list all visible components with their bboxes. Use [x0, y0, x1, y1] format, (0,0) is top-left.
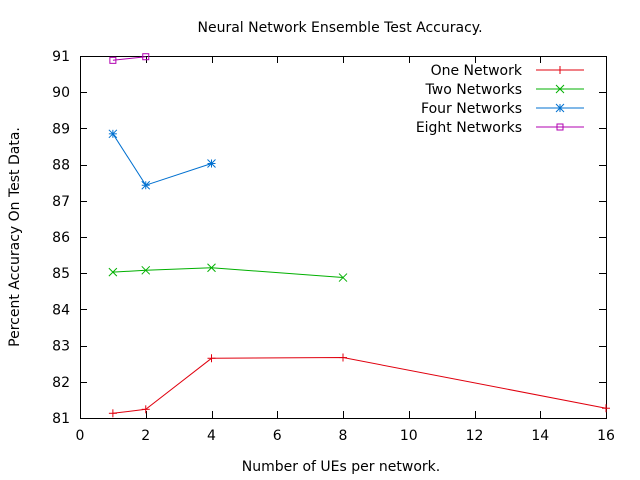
legend-item: Four Networks [421, 101, 584, 117]
legend-item: Eight Networks [416, 120, 584, 136]
data-point [141, 405, 150, 414]
data-point [108, 409, 117, 418]
x-axis-label: Number of UEs per network. [242, 459, 440, 475]
data-point [338, 273, 348, 282]
data-point [141, 180, 151, 190]
x-tick-label: 10 [400, 428, 418, 444]
series-two-networks [108, 263, 348, 282]
data-point [556, 66, 564, 74]
x-tick-label: 8 [339, 428, 348, 444]
x-tick-label: 12 [466, 428, 484, 444]
data-point [108, 129, 118, 139]
series-layer [108, 53, 610, 418]
y-tick-label: 83 [52, 339, 70, 355]
data-point [207, 354, 216, 363]
y-tick-label: 81 [52, 411, 70, 427]
data-point [207, 159, 216, 168]
series-four-networks [108, 129, 216, 190]
axis-ticks: 0 2 4 6 8 10 12 14 16 81 82 83 84 85 86 87 88 89 90 91 [52, 49, 615, 444]
x-tick-label: 6 [273, 428, 282, 444]
plot-frame [80, 56, 607, 419]
legend: One Network Two Networks Four Networks Eigh… [416, 63, 584, 136]
data-point [207, 263, 216, 273]
x-tick-label: 16 [597, 428, 615, 444]
data-point [109, 56, 117, 64]
legend-label: Four Networks [421, 101, 522, 117]
series-line [112, 133, 212, 186]
legend-label: Eight Networks [416, 120, 522, 136]
data-point [339, 353, 347, 362]
y-tick-label: 90 [52, 85, 70, 101]
series-line [112, 56, 146, 61]
data-point [108, 267, 118, 277]
series-eight-networks [109, 53, 150, 64]
data-point [602, 404, 610, 413]
series-one-network [108, 353, 610, 418]
legend-item: Two Networks [425, 82, 584, 98]
y-tick-label: 82 [52, 375, 70, 391]
legend-label: Two Networks [425, 82, 522, 98]
data-point [556, 123, 564, 131]
data-point [142, 53, 150, 61]
x-tick-label: 2 [141, 428, 150, 444]
legend-label: One Network [431, 63, 523, 79]
series-line [112, 356, 607, 414]
data-point [141, 265, 151, 275]
y-tick-label: 86 [52, 230, 70, 246]
legend-item: One Network [431, 63, 584, 79]
y-tick-label: 85 [52, 266, 70, 282]
x-tick-label: 0 [76, 428, 85, 444]
y-tick-label: 87 [52, 194, 70, 210]
chart-title: Neural Network Ensemble Test Accuracy. [197, 20, 482, 36]
y-tick-label: 88 [52, 158, 70, 174]
data-point [555, 103, 565, 113]
y-tick-label: 91 [52, 49, 70, 65]
x-tick-label: 4 [207, 428, 216, 444]
y-axis-label: Percent Accuracy On Test Data. [7, 127, 23, 347]
x-tick-label: 14 [531, 428, 549, 444]
data-point [555, 84, 565, 94]
series-line [112, 267, 344, 278]
y-tick-label: 84 [52, 302, 70, 318]
y-tick-label: 89 [52, 121, 70, 137]
